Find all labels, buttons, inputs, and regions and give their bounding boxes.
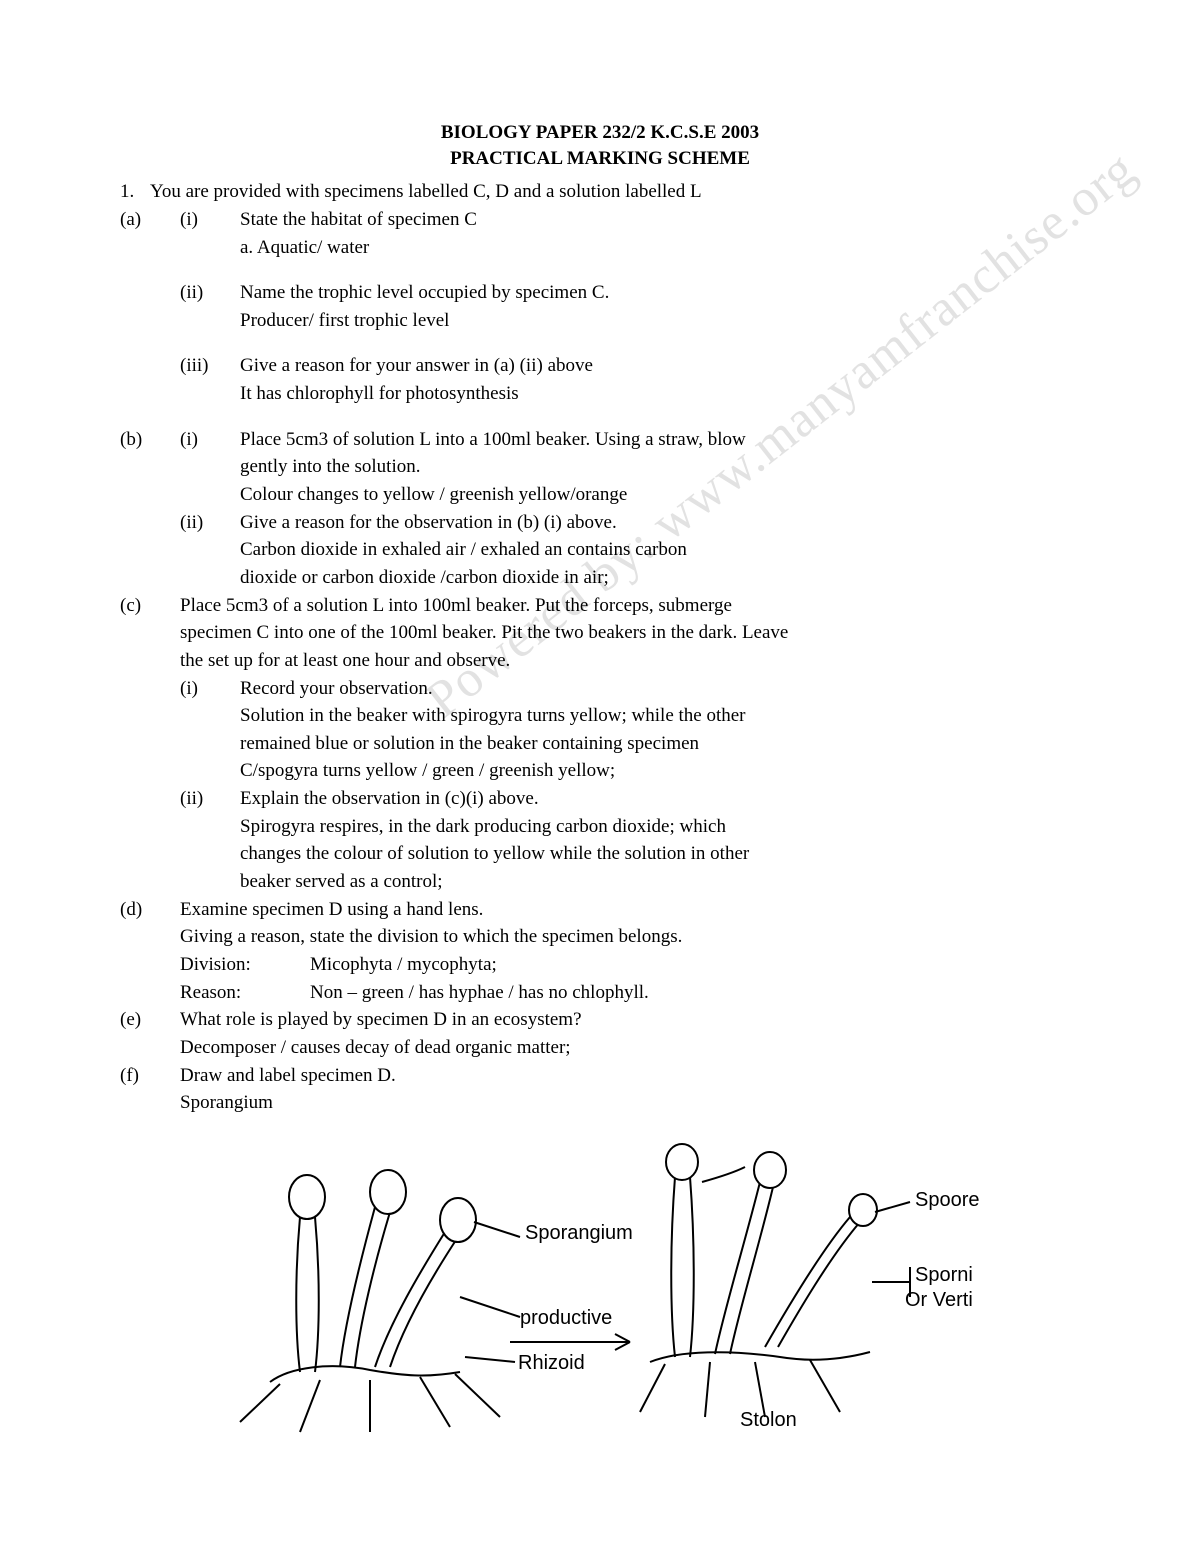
- label-or-verti: Or Verti: [905, 1287, 973, 1314]
- c-intro2: specimen C into one of the 100ml beaker.…: [180, 620, 1080, 646]
- a-i-answer: a. Aquatic/ water: [240, 235, 1080, 261]
- diagram-svg: [210, 1122, 1010, 1442]
- label-stolon: Stolon: [740, 1407, 797, 1434]
- e-text: What role is played by specimen D in an …: [180, 1007, 1080, 1033]
- d-text2: Giving a reason, state the division to w…: [180, 924, 1080, 950]
- a-iii-text: Give a reason for your answer in (a) (ii…: [240, 353, 1080, 379]
- a-i-text: State the habitat of specimen C: [240, 207, 1080, 233]
- part-e-label: (e): [120, 1007, 180, 1033]
- title-line-1: BIOLOGY PAPER 232/2 K.C.S.E 2003: [120, 120, 1080, 146]
- c-i-ans3: C/spogyra turns yellow / green / greenis…: [240, 758, 1080, 784]
- a-ii-answer: Producer/ first trophic level: [240, 308, 1080, 334]
- sub-ii-label: (ii): [180, 280, 240, 306]
- b-ii-label: (ii): [180, 510, 240, 536]
- c-ii-ans1: Spirogyra respires, in the dark producin…: [240, 814, 1080, 840]
- e-answer: Decomposer / causes decay of dead organi…: [180, 1035, 1080, 1061]
- b-i-text1: Place 5cm3 of solution L into a 100ml be…: [240, 427, 1080, 453]
- a-iii-answer: It has chlorophyll for photosynthesis: [240, 381, 1080, 407]
- b-i-text2: gently into the solution.: [240, 454, 1080, 480]
- c-intro1: Place 5cm3 of a solution L into 100ml be…: [180, 593, 1080, 619]
- title-line-2: PRACTICAL MARKING SCHEME: [120, 146, 1080, 172]
- f-answer: Sporangium: [180, 1090, 1080, 1116]
- label-productive: productive: [520, 1305, 612, 1332]
- part-c-label: (c): [120, 593, 180, 619]
- b-ii-text: Give a reason for the observation in (b)…: [240, 510, 1080, 536]
- d-text1: Examine specimen D using a hand lens.: [180, 897, 1080, 923]
- b-ii-ans1: Carbon dioxide in exhaled air / exhaled …: [240, 537, 1080, 563]
- b-i-answer: Colour changes to yellow / greenish yell…: [240, 482, 1080, 508]
- c-i-label: (i): [180, 676, 240, 702]
- c-i-ans2: remained blue or solution in the beaker …: [240, 731, 1080, 757]
- c-ii-ans3: beaker served as a control;: [240, 869, 1080, 895]
- f-text: Draw and label specimen D.: [180, 1063, 1080, 1089]
- c-i-ans1: Solution in the beaker with spirogyra tu…: [240, 703, 1080, 729]
- label-sporangium: Sporangium: [525, 1220, 633, 1247]
- label-spoore: Spoore: [915, 1187, 980, 1214]
- sub-iii-label: (iii): [180, 353, 240, 379]
- question-number: 1.: [120, 179, 150, 205]
- part-b-label: (b): [120, 427, 180, 453]
- c-i-text: Record your observation.: [240, 676, 1080, 702]
- a-ii-text: Name the trophic level occupied by speci…: [240, 280, 1080, 306]
- division-value: Micophyta / mycophyta;: [310, 952, 497, 978]
- question-intro: You are provided with specimens labelled…: [150, 179, 1080, 205]
- division-label: Division:: [180, 952, 310, 978]
- sub-i-label: (i): [180, 207, 240, 233]
- document-title: BIOLOGY PAPER 232/2 K.C.S.E 2003 PRACTIC…: [120, 120, 1080, 171]
- label-rhizoid: Rhizoid: [518, 1350, 585, 1377]
- c-intro3: the set up for at least one hour and obs…: [180, 648, 1080, 674]
- b-ii-ans2: dioxide or carbon dioxide /carbon dioxid…: [240, 565, 1080, 591]
- specimen-diagram: Sporangium productive Rhizoid Spoore Spo…: [210, 1122, 1010, 1442]
- part-d-label: (d): [120, 897, 180, 923]
- part-f-label: (f): [120, 1063, 180, 1089]
- document-body: 1. You are provided with specimens label…: [120, 179, 1080, 1442]
- part-a-label: (a): [120, 207, 180, 233]
- label-sporni: Sporni: [915, 1262, 973, 1289]
- reason-value: Non – green / has hyphae / has no chloph…: [310, 980, 649, 1006]
- b-i-label: (i): [180, 427, 240, 453]
- c-ii-text: Explain the observation in (c)(i) above.: [240, 786, 1080, 812]
- c-ii-ans2: changes the colour of solution to yellow…: [240, 841, 1080, 867]
- c-ii-label: (ii): [180, 786, 240, 812]
- reason-label: Reason:: [180, 980, 310, 1006]
